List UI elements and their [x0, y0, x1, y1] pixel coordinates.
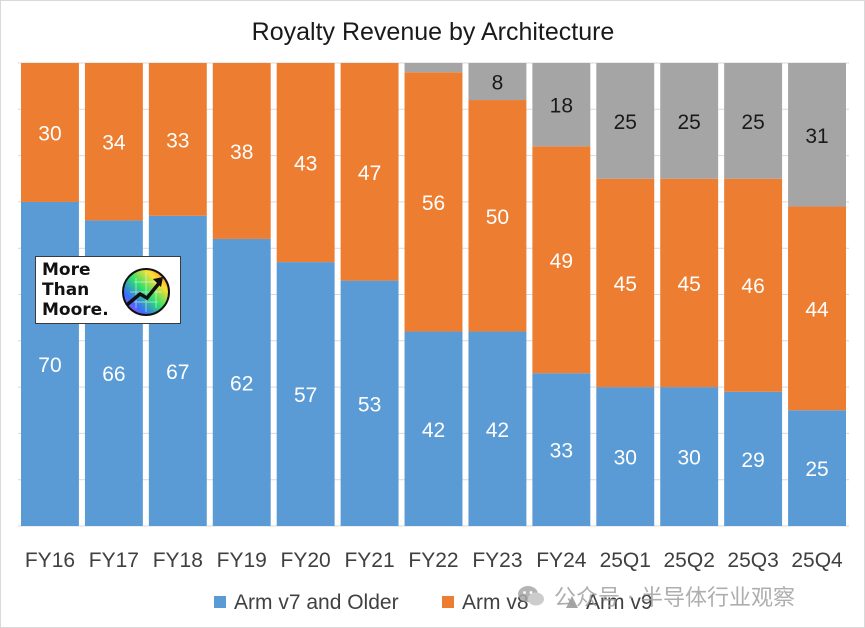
data-label: 47 — [358, 162, 381, 185]
chart-title: Royalty Revenue by Architecture — [252, 18, 615, 46]
bar-segment — [660, 178, 719, 388]
watermark-text: 公众号 · 半导体行业观察 — [554, 586, 795, 611]
data-label: 62 — [230, 372, 253, 395]
bar-segment — [276, 262, 335, 526]
bar-segment — [788, 63, 846, 207]
data-label: 30 — [678, 447, 701, 470]
x-tick-label: FY20 — [281, 549, 331, 572]
bar-segment — [724, 391, 783, 526]
rainbow-wafer-arrow-icon — [122, 268, 170, 316]
data-label: 45 — [614, 273, 637, 296]
bar-segment — [212, 63, 271, 239]
x-tick-label: 25Q3 — [727, 549, 778, 572]
x-tick-label: FY24 — [536, 549, 587, 572]
bar-segment — [340, 280, 399, 526]
data-label: 43 — [294, 153, 317, 176]
data-label: 50 — [486, 206, 509, 229]
bar-segment — [596, 63, 655, 179]
data-label: 53 — [358, 393, 381, 416]
bar-segment — [532, 146, 591, 374]
x-tick-label: FY19 — [217, 549, 267, 572]
x-tick-label: 25Q4 — [791, 549, 843, 572]
data-label: 49 — [550, 250, 573, 273]
x-tick-label: 25Q2 — [664, 549, 715, 572]
x-tick-label: FY17 — [89, 549, 139, 572]
bar-segment — [21, 63, 79, 202]
legend-label: Arm v8 — [462, 591, 529, 614]
data-label: 25 — [741, 111, 764, 134]
data-label: 31 — [805, 125, 828, 148]
bar-segment — [596, 387, 655, 526]
data-label: 25 — [805, 458, 828, 481]
x-tick-labels: FY16 FY17 FY18 FY19 FY20 FY21 FY22 FY23 FY24 25Q1… — [25, 549, 843, 572]
x-tick-label: FY22 — [408, 549, 458, 572]
data-label: 67 — [166, 361, 189, 384]
bar-segment — [468, 100, 527, 332]
bar-segment — [404, 72, 463, 332]
bars — [21, 63, 846, 527]
legend-swatch — [442, 596, 454, 608]
data-label: 56 — [422, 192, 445, 215]
data-label: 46 — [741, 275, 764, 298]
data-label: 70 — [38, 354, 61, 377]
x-tick-label: FY16 — [25, 549, 75, 572]
bar-segment — [340, 63, 399, 281]
data-label: 42 — [422, 419, 445, 442]
legend-label: Arm v7 and Older — [234, 591, 399, 614]
watermark: 公众号 · 半导体行业观察 — [516, 579, 795, 613]
data-label: 42 — [486, 419, 509, 442]
x-tick-label: FY23 — [472, 549, 522, 572]
bar-segment — [148, 63, 207, 216]
x-tick-label: FY21 — [344, 549, 394, 572]
legend: Arm v7 and Older Arm v8 Arm v9 — [214, 591, 653, 614]
bar-segment — [21, 201, 79, 526]
legend-swatch — [566, 596, 578, 608]
logo-text: More Than Moore. — [42, 260, 109, 320]
bar-segment — [660, 63, 719, 179]
x-tick-label: FY18 — [153, 549, 203, 572]
data-label: 66 — [102, 363, 125, 386]
data-labels: 70 30 66 34 67 33 62 38 57 43 53 47 42 56 42 50 8 33 49 18 3… — [38, 72, 829, 482]
legend-label: Arm v9 — [586, 591, 653, 614]
x-tick-label: 25Q1 — [600, 549, 651, 572]
data-label: 33 — [166, 129, 189, 152]
data-label: 57 — [294, 384, 317, 407]
bar-segment — [212, 238, 271, 526]
data-label: 25 — [614, 111, 637, 134]
bar-segment — [724, 178, 783, 392]
data-label: 30 — [38, 122, 61, 145]
bar-segment — [404, 63, 463, 73]
data-label: 33 — [550, 440, 573, 463]
data-label: 38 — [230, 141, 253, 164]
more-than-moore-logo: More Than Moore. — [35, 256, 181, 324]
data-label: 30 — [614, 447, 637, 470]
bar-segment — [724, 63, 783, 179]
data-label: 29 — [741, 449, 764, 472]
bar-segment — [468, 331, 527, 526]
data-label: 34 — [102, 132, 126, 155]
data-label: 45 — [678, 273, 701, 296]
bar-segment — [276, 63, 335, 263]
data-label: 8 — [492, 72, 504, 95]
legend-swatch — [214, 596, 226, 608]
data-label: 18 — [550, 95, 573, 118]
wechat-channel-icon — [518, 586, 544, 606]
bar-segment — [468, 63, 527, 101]
bar-segment — [788, 206, 846, 411]
data-label: 44 — [805, 298, 829, 321]
bar-segment — [532, 373, 591, 526]
bar-segment — [596, 178, 655, 388]
bar-segment — [532, 63, 591, 147]
bar-segment — [788, 410, 846, 526]
bar-segment — [404, 331, 463, 526]
data-label: 25 — [678, 111, 701, 134]
bar-segment — [84, 63, 143, 221]
bar-segment — [660, 387, 719, 526]
